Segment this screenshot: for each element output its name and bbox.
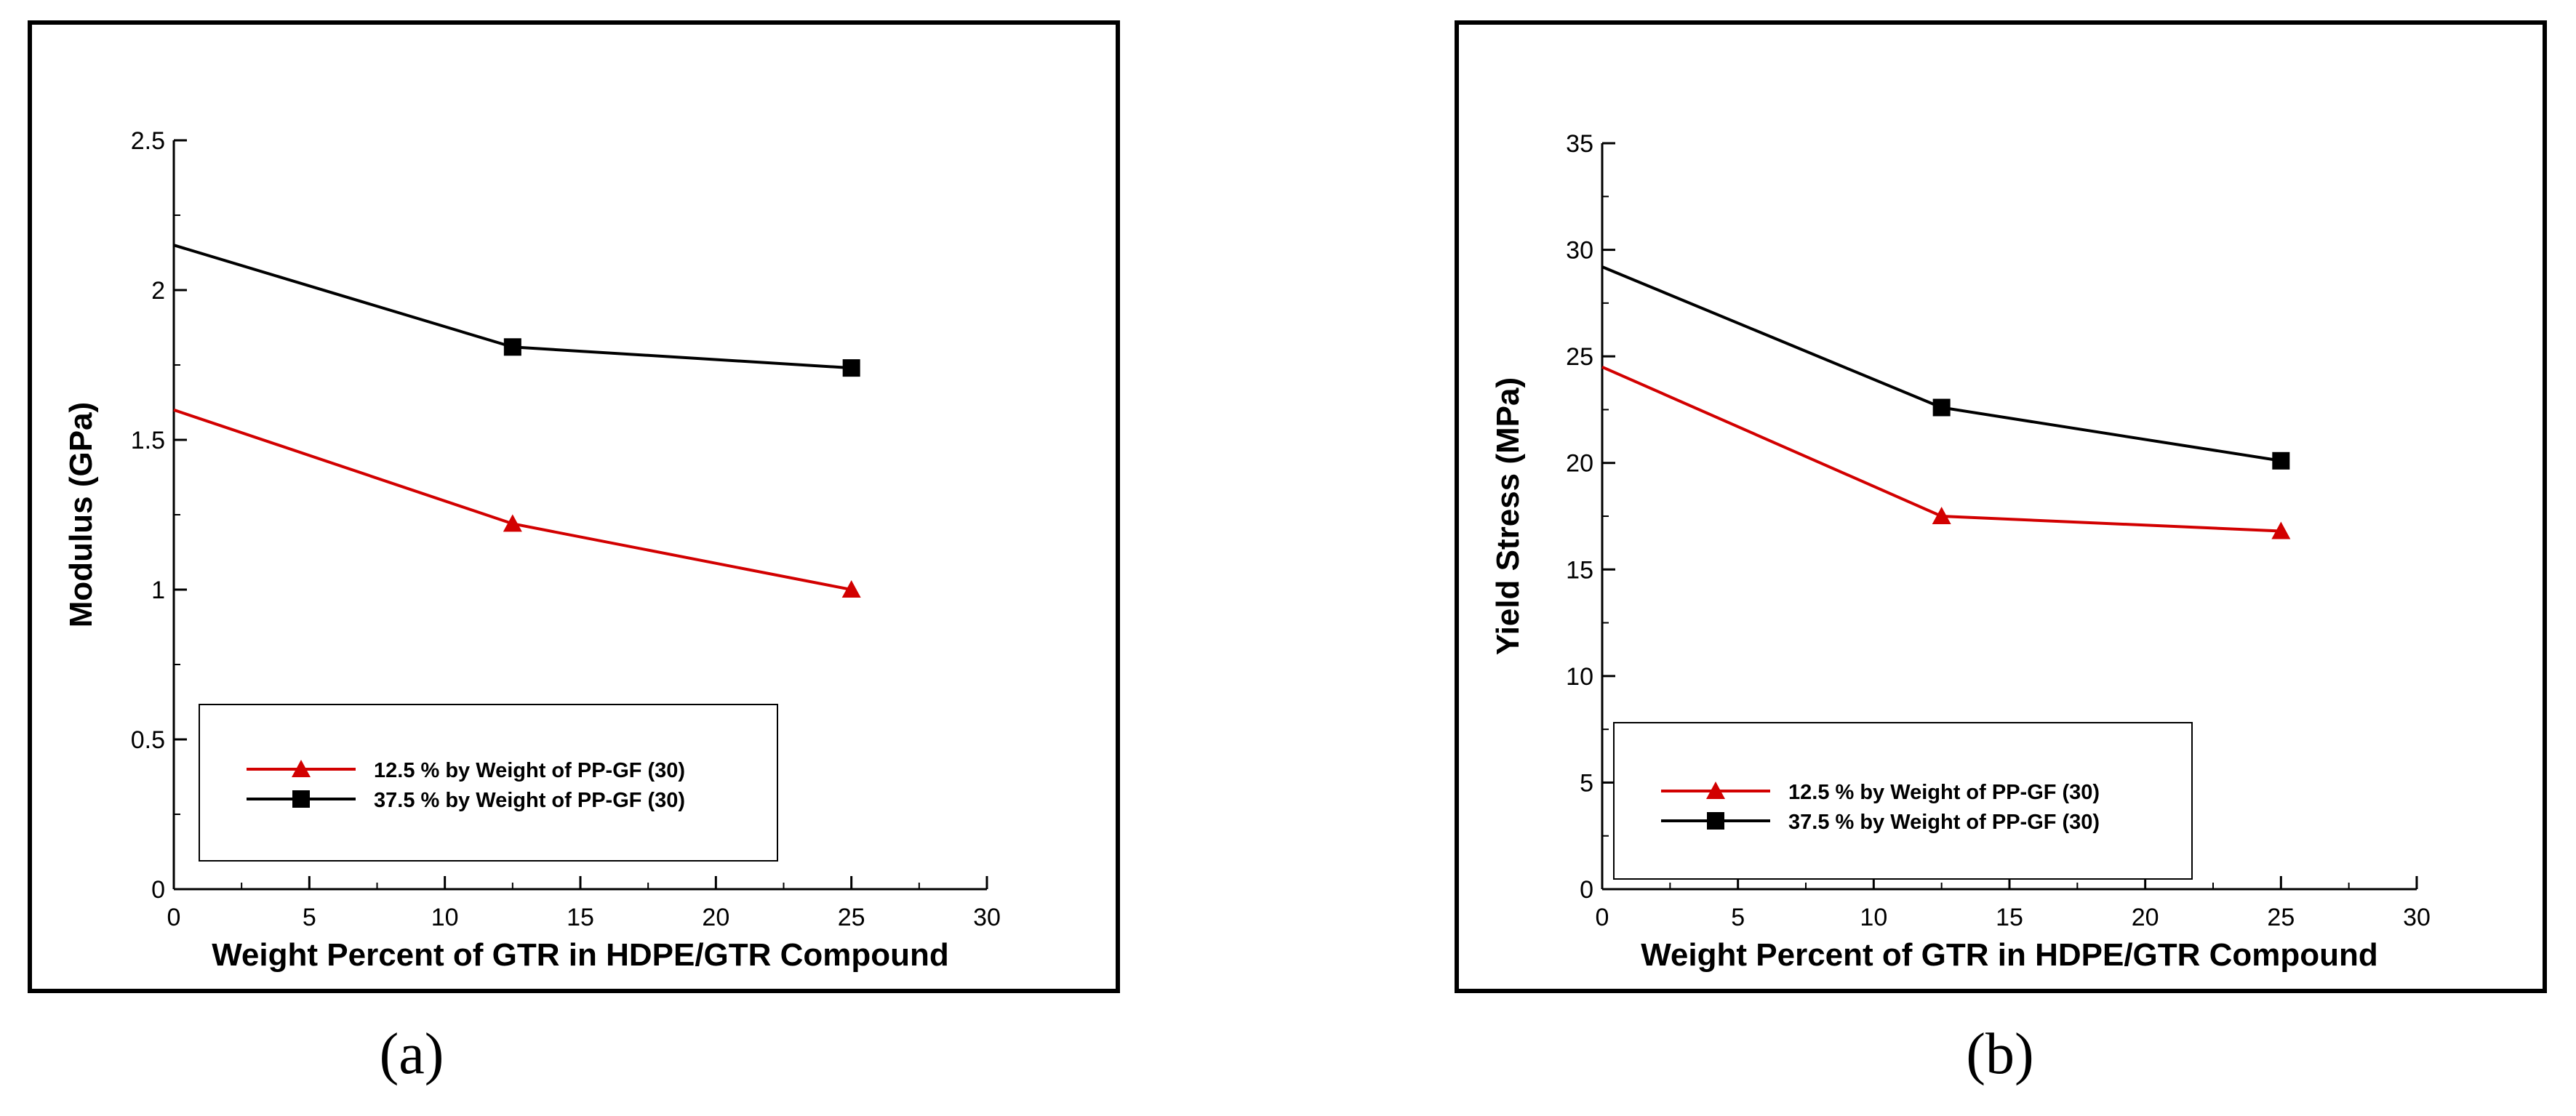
y-tick-label: 20 [1566,450,1593,478]
y-tick-label: 15 [1566,556,1593,584]
x-tick-label: 25 [838,904,865,931]
x-tick-label: 0 [1596,904,1609,931]
x-tick-label: 10 [1860,904,1887,931]
series-line-square [1601,265,2281,462]
series-line-triangle [173,408,852,591]
data-point-square [1932,398,1951,417]
y-tick-label: 1.5 [131,427,165,454]
caption-b: (b) [1966,1022,2034,1086]
legend-marker-square [1707,812,1724,830]
y-tick-label: 1 [151,577,165,604]
legend-label: 12.5 % by Weight of PP-GF (30) [374,759,685,782]
legend-label: 12.5 % by Weight of PP-GF (30) [1788,781,2100,804]
caption-a: (a) [379,1022,444,1086]
legend-box [199,704,778,862]
data-point-triangle [1932,507,1951,524]
legend-marker-triangle [1706,782,1725,799]
y-tick-label: 35 [1566,130,1593,158]
x-tick-label: 15 [1996,904,2023,931]
x-tick-label: 20 [702,904,729,931]
y-tick-label: 5 [1580,769,1593,797]
series-line-triangle [1601,365,2281,533]
x-tick-label: 0 [167,904,181,931]
x-axis-label: Weight Percent of GTR in HDPE/GTR Compou… [1641,937,2378,973]
data-point-square [842,359,860,377]
x-tick-label: 10 [431,904,459,931]
legend-marker-square [292,790,310,808]
data-point-triangle [841,580,861,598]
x-tick-label: 30 [973,904,1001,931]
data-point-square [503,338,521,356]
legend-label: 37.5 % by Weight of PP-GF (30) [374,789,685,812]
chart-panel-b: 0 5 10 15 20 25 30 0 5 10 15 20 25 30 35 Weight Percent… [1455,20,2547,993]
x-tick-label: 25 [2267,904,2295,931]
y-axis-label: Modulus (GPa) [63,402,99,627]
x-tick-label: 15 [567,904,594,931]
data-point-triangle [503,514,522,532]
y-tick-label: 0 [1580,876,1593,904]
x-tick-label: 30 [2403,904,2431,931]
y-tick-label: 10 [1566,663,1593,691]
y-tick-label: 0.5 [131,726,165,754]
y-tick-label: 30 [1566,237,1593,265]
data-point-square [2272,451,2290,470]
legend-label: 37.5 % by Weight of PP-GF (30) [1788,811,2100,834]
x-axis-label: Weight Percent of GTR in HDPE/GTR Compou… [212,937,949,973]
chart-a-svg: 0 5 10 15 20 25 30 0 0.5 1 1.5 2 2.5 Weight Percent o… [63,127,1001,973]
y-tick-label: 25 [1566,343,1593,371]
x-tick-label: 5 [1731,904,1745,931]
x-tick-label: 20 [2132,904,2159,931]
chart-panel-a: 0 5 10 15 20 25 30 0 0.5 1 1.5 2 2.5 Weight Percent o… [28,20,1120,993]
data-point-triangle [2271,521,2291,539]
x-tick-label: 5 [303,904,316,931]
y-tick-label: 0 [151,876,165,904]
chart-b-svg: 0 5 10 15 20 25 30 0 5 10 15 20 25 30 35 Weight Percent… [1490,130,2431,973]
y-tick-label: 2.5 [131,127,165,155]
legend-marker-triangle [292,760,311,777]
legend-box [1613,722,2193,880]
y-axis-label: Yield Stress (MPa) [1490,377,1526,655]
y-tick-label: 2 [151,277,165,305]
